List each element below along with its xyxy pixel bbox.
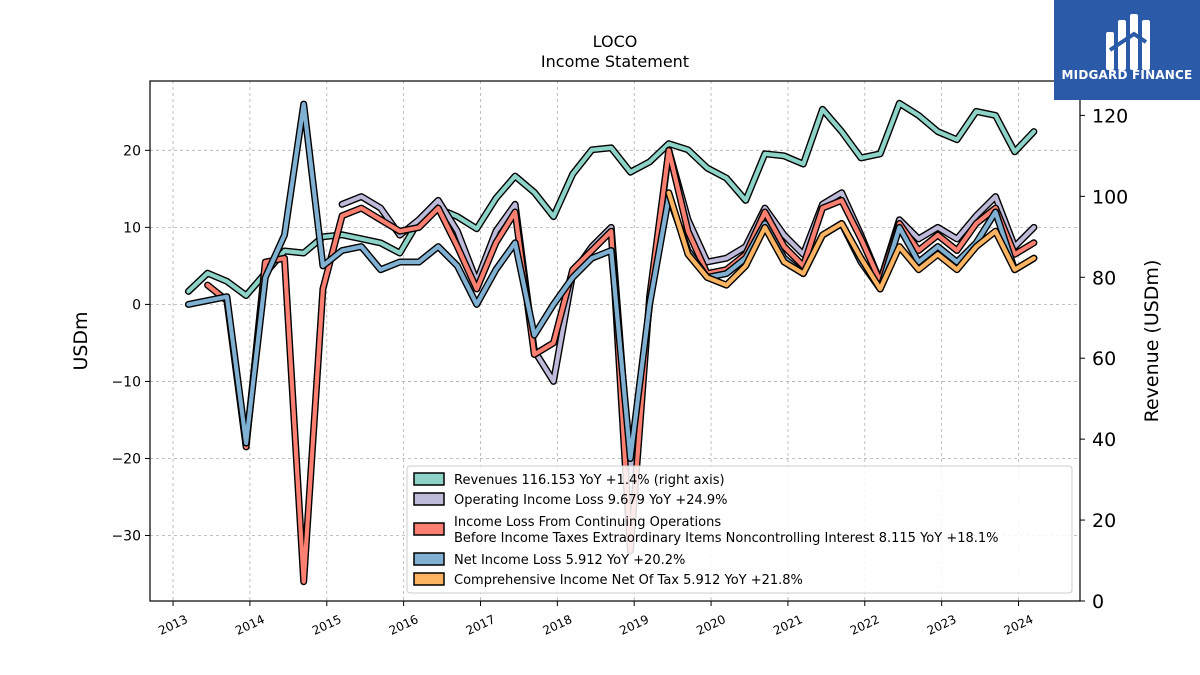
x-tick-label: 2024 xyxy=(1002,612,1036,638)
right-tick-label: 60 xyxy=(1092,348,1116,370)
x-tick-label: 2016 xyxy=(387,612,421,638)
legend-label: Comprehensive Income Net Of Tax 5.912 Yo… xyxy=(454,573,803,588)
left-tick-label: −30 xyxy=(111,529,141,545)
series-line xyxy=(186,101,1037,461)
chart-legend: Revenues 116.153 YoY +1.4% (right axis) O… xyxy=(406,465,1073,594)
x-tick-label: 2018 xyxy=(541,612,575,638)
series-line xyxy=(186,101,1037,298)
series-4 xyxy=(665,189,1038,293)
left-tick-label: 20 xyxy=(123,143,141,159)
left-tick-label: −10 xyxy=(111,374,141,390)
legend-label: Revenues 116.153 YoY +1.4% (right axis) xyxy=(454,473,725,488)
right-tick-label: 0 xyxy=(1092,591,1104,613)
right-tick-label: 80 xyxy=(1092,267,1116,289)
series-outline xyxy=(338,146,1038,478)
left-axis-label: USDm xyxy=(70,311,92,370)
series-line xyxy=(666,190,1037,292)
legend-swatch xyxy=(413,572,445,586)
right-tick-label: 20 xyxy=(1092,510,1116,532)
legend-swatch xyxy=(413,552,445,566)
chart-subtitle: Income Statement xyxy=(541,52,689,71)
series-3 xyxy=(184,100,1038,462)
x-tick-label: 2017 xyxy=(464,612,498,638)
legend-box xyxy=(406,465,1073,594)
legend-label: Net Income Loss 5.912 YoY +20.2% xyxy=(454,553,685,568)
series-lines xyxy=(184,99,1038,586)
legend-label-line2: Before Income Taxes Extraordinary Items … xyxy=(454,531,999,546)
x-axis-ticks: 2013 2014 2015 2016 2017 2018 2019 2020 2021 2022… xyxy=(156,601,1035,638)
series-1 xyxy=(338,146,1038,478)
x-tick-label: 2020 xyxy=(694,612,728,638)
legend-swatch xyxy=(413,472,445,486)
legend-swatch xyxy=(413,522,445,536)
x-tick-label: 2013 xyxy=(156,612,190,638)
midgard-finance-logo: MIDGARD FINANCE xyxy=(1054,0,1200,100)
logo-mark-icon xyxy=(1106,14,1150,70)
x-tick-label: 2014 xyxy=(233,612,267,638)
series-0 xyxy=(184,99,1038,299)
legend-label: Income Loss From Continuing Operations xyxy=(454,515,721,530)
right-tick-label: 40 xyxy=(1092,429,1116,451)
x-tick-label: 2023 xyxy=(925,612,959,638)
left-tick-label: 10 xyxy=(123,220,141,236)
x-tick-label: 2022 xyxy=(848,612,882,638)
x-tick-label: 2015 xyxy=(310,612,344,638)
left-tick-label: 0 xyxy=(132,297,141,313)
plot-frame xyxy=(149,80,1081,602)
right-tick-label: 120 xyxy=(1092,105,1128,127)
right-axis-ticks: 120 100 80 60 40 20 0 xyxy=(1080,105,1128,613)
series-line xyxy=(340,148,1037,476)
left-axis-ticks: 20 10 0 −10 −20 −30 xyxy=(111,143,150,545)
x-tick-label: 2021 xyxy=(771,612,805,638)
right-tick-label: 100 xyxy=(1092,186,1128,208)
legend-label: Operating Income Loss 9.679 YoY +24.9% xyxy=(454,493,728,508)
right-axis-label: Revenue (USDm) xyxy=(1141,260,1163,423)
chart-title: LOCO xyxy=(593,32,638,51)
left-tick-label: −20 xyxy=(111,451,141,467)
logo-text: MIDGARD FINANCE xyxy=(1061,68,1193,82)
legend-swatch xyxy=(413,492,445,506)
x-tick-label: 2019 xyxy=(617,612,651,638)
